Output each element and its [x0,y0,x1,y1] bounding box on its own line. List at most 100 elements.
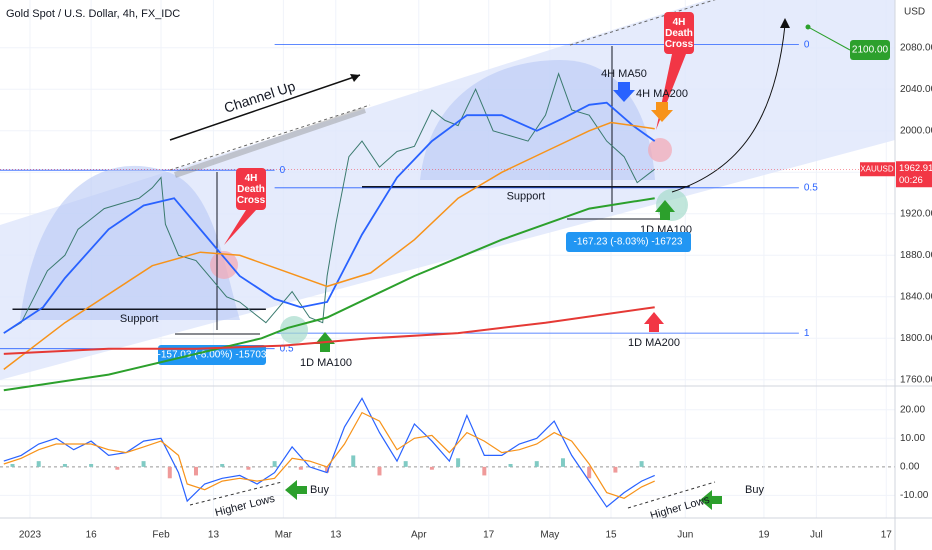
histogram-bar [456,458,461,467]
series-line [3,411,655,499]
y-tick-label: 0.00 [900,461,920,472]
symbol: XAUUSD [860,164,894,173]
series-line [3,306,655,355]
callout-tail [224,210,256,245]
histogram-bar [508,464,513,467]
histogram-bar [298,466,303,470]
fib-label: 0 [280,165,286,176]
arrow [655,200,675,220]
fib-label: 0.5 [804,182,818,193]
histogram-bar [482,466,487,476]
measure-text: -167.23 (-8.03%) -16723 [574,237,683,248]
y-tick-label: 1880.00 [900,250,932,261]
buy-label: Buy [745,484,764,496]
histogram-bar [115,466,120,470]
x-tick-label: 2023 [19,530,42,541]
projection [671,24,786,193]
y-tick-label: 10.00 [900,433,925,444]
support-label: Support [120,313,159,325]
ma-label: 4H MA200 [636,88,688,100]
channel-dash [169,104,371,171]
histogram-bar [246,466,251,470]
support-label: Support [507,191,546,203]
histogram-bar [220,464,225,467]
y-tick-label: 1800.00 [900,333,932,344]
channel-dash [569,0,716,46]
x-tick-label: 17 [881,530,893,541]
histogram-bar [639,461,644,467]
arrow [651,102,673,122]
hump [420,60,655,180]
arrow-head [780,18,790,28]
symbol-box [860,162,895,177]
y-tick-label: 1760.00 [900,374,932,385]
histogram-bar [560,458,565,467]
histogram-bar [403,461,408,467]
histogram-bar [534,461,539,467]
buy-arrow [700,490,722,510]
histogram-bar [36,461,41,467]
callout [664,12,694,54]
fib-label: 0.5 [280,343,294,354]
target-box [850,40,890,60]
series-line [3,197,655,392]
histogram-bar [62,464,67,467]
series-line [3,397,655,508]
callout-text: 4H Death Cross [237,173,266,206]
histogram-bar [613,466,618,473]
y-tick-label: 2000.00 [900,125,932,136]
buy-arrow [285,480,307,500]
x-tick-label: Jul [810,530,823,541]
buy-label: Buy [310,484,329,496]
measure-box [566,232,691,252]
y-tick-label: 1920.00 [900,208,932,219]
countdown: 00:26 [899,175,923,186]
histogram-bar [587,466,592,479]
histogram-bar [272,461,277,467]
hump [20,165,240,320]
histogram-bar [89,464,94,467]
callout [236,168,266,210]
arrow [644,312,664,332]
y-tick-label: -10.00 [900,490,929,501]
series-line [3,121,655,370]
fib-label: 0 [804,39,810,50]
ma-label: 1D MA100 [300,357,352,369]
y-tick-label: 2080.00 [900,42,932,53]
target-label: 2100.00 [852,45,889,56]
histogram-bar [325,466,330,473]
y-axis-label: USD [904,7,925,18]
x-tick-label: Jun [677,530,693,541]
cross-marker [648,138,672,162]
histogram-bar [193,466,198,476]
fib-label: 1 [804,328,810,339]
histogram-bar [10,464,15,467]
histogram-bar [429,466,434,470]
callout-text: 4H Death Cross [665,17,694,50]
series-line [3,101,656,334]
price-box [896,161,932,188]
x-tick-label: May [540,530,559,541]
x-tick-label: 13 [208,530,220,541]
chart-title: Gold Spot / U.S. Dollar, 4h, FX_IDC [6,8,180,20]
histogram-bar [377,466,382,476]
x-tick-label: 17 [483,530,495,541]
x-tick-label: 16 [86,530,98,541]
y-tick-label: 1840.00 [900,291,932,302]
x-tick-label: 15 [605,530,617,541]
ma-label: 4H MA50 [601,68,647,80]
measure-box [158,345,266,365]
last-price: 1962.91 [899,163,932,174]
trend-dash [189,481,283,506]
ma-label: 1D MA200 [628,337,680,349]
channel-arrow [169,74,361,141]
histogram-bar [141,461,146,467]
arrow-head [350,74,360,82]
channel-shade [174,107,366,178]
touch-marker [280,316,308,344]
x-tick-label: 19 [758,530,770,541]
x-tick-label: Apr [411,530,427,541]
measure-text: -157.03 (-8.00%) -15703 [158,350,267,361]
arrow [613,82,635,102]
y-tick-label: 2040.00 [900,84,932,95]
